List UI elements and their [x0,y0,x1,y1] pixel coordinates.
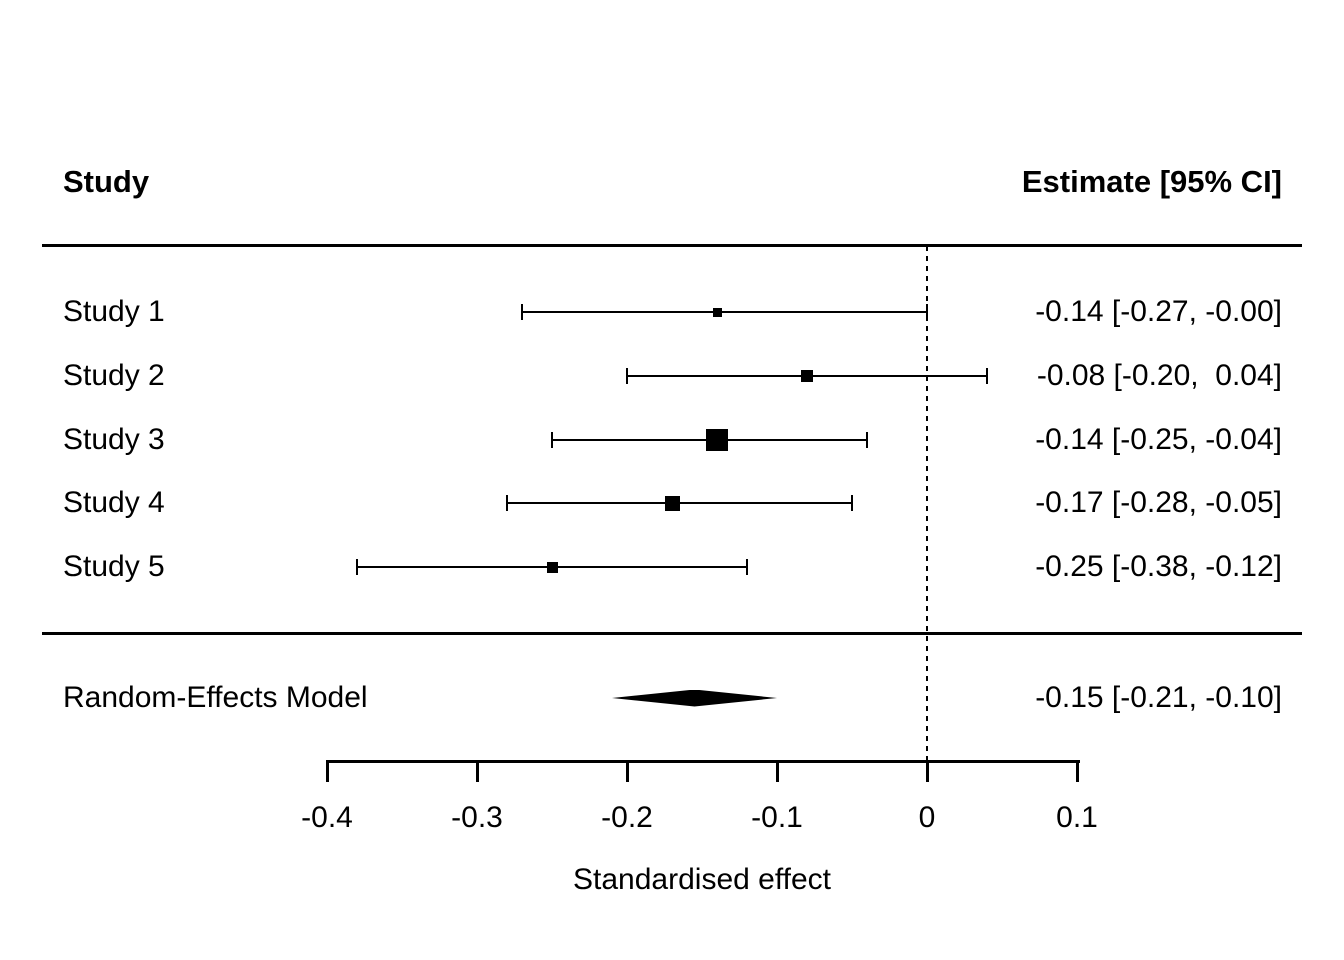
estimate-label: -0.17 [-0.28, -0.05] [1035,486,1282,519]
summary-estimate-label: -0.15 [-0.21, -0.10] [1035,681,1282,714]
x-axis-tick-label: 0 [918,801,936,834]
x-axis-tick-label: -0.2 [601,801,653,834]
ci-line [522,311,927,313]
x-axis-tick [775,762,779,782]
study-row-label: Study 4 [63,486,165,519]
ci-cap-left [521,304,523,320]
estimate-label: -0.14 [-0.27, -0.00] [1035,295,1282,328]
ci-cap-left [506,495,508,511]
header-rule [42,244,1302,247]
estimate-square [706,429,728,451]
study-row-label: Study 3 [63,423,165,456]
estimate-square [546,561,558,573]
x-axis-tick-label: -0.1 [751,801,803,834]
x-axis-line [326,760,1080,763]
study-column-header: Study [63,164,150,199]
estimate-label: -0.08 [-0.20, 0.04] [1036,359,1282,392]
study-row-label: Study 2 [63,359,165,392]
x-axis-tick [325,762,329,782]
ci-line [507,502,852,504]
estimate-square [801,370,813,382]
estimate-square [712,307,722,317]
summary-diamond [612,689,777,707]
zero-reference-line [926,246,928,762]
ci-cap-left [356,559,358,575]
x-axis-tick [625,762,629,782]
ci-cap-left [626,368,628,384]
x-axis-tick [475,762,479,782]
x-axis-tick-label: 0.1 [1056,801,1098,834]
ci-cap-right [851,495,853,511]
x-axis-tick-label: -0.3 [451,801,503,834]
estimate-column-header: Estimate [95% CI] [1021,164,1282,199]
x-axis-tick [925,762,929,782]
estimate-label: -0.14 [-0.25, -0.04] [1035,423,1282,456]
ci-cap-right [986,368,988,384]
x-axis-tick-label: -0.4 [301,801,353,834]
ci-cap-left [551,432,553,448]
summary-rule [42,632,1302,635]
study-row-label: Study 5 [63,550,165,583]
estimate-label: -0.25 [-0.38, -0.12] [1035,550,1282,583]
x-axis-title: Standardised effect [573,863,831,896]
summary-row-label: Random-Effects Model [63,681,368,714]
ci-cap-right [746,559,748,575]
ci-cap-right [866,432,868,448]
estimate-square [664,495,680,511]
study-row-label: Study 1 [63,295,165,328]
x-axis-tick [1075,762,1079,782]
